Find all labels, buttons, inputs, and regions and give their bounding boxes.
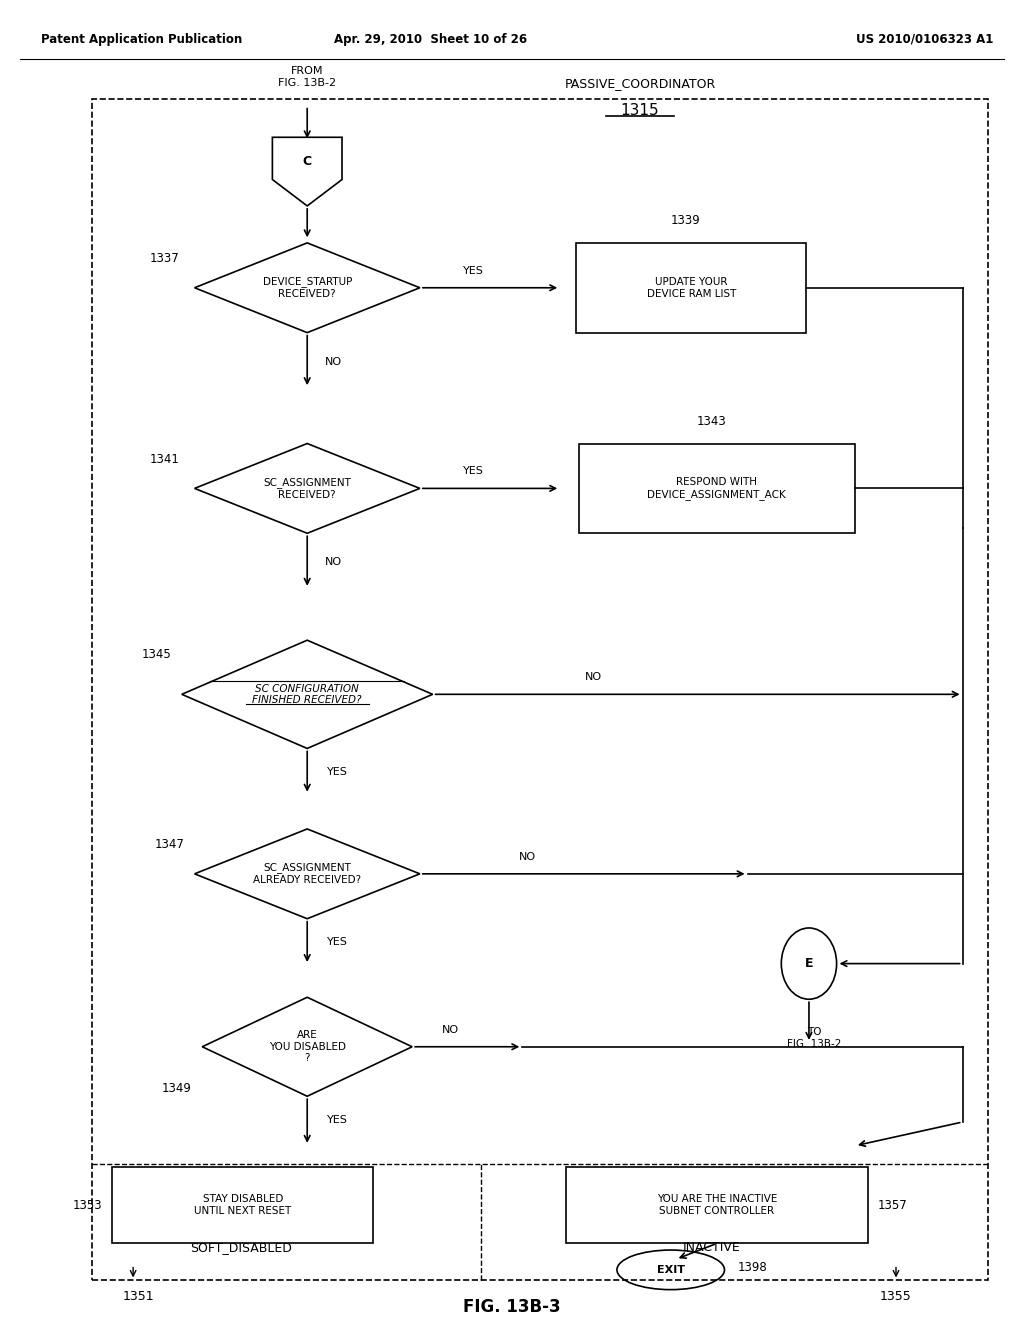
Text: SC_ASSIGNMENT
ALREADY RECEIVED?: SC_ASSIGNMENT ALREADY RECEIVED?: [253, 862, 361, 886]
Text: 1339: 1339: [671, 214, 700, 227]
Text: FROM
FIG. 13B-2: FROM FIG. 13B-2: [279, 66, 336, 87]
Text: DEVICE_STARTUP
RECEIVED?: DEVICE_STARTUP RECEIVED?: [262, 276, 352, 300]
Text: YOU ARE THE INACTIVE
SUBNET CONTROLLER: YOU ARE THE INACTIVE SUBNET CONTROLLER: [656, 1195, 777, 1216]
Text: SOFT_DISABLED: SOFT_DISABLED: [189, 1241, 292, 1254]
Text: EXIT: EXIT: [656, 1265, 685, 1275]
Text: STAY DISABLED
UNTIL NEXT RESET: STAY DISABLED UNTIL NEXT RESET: [195, 1195, 291, 1216]
Text: NO: NO: [326, 557, 342, 568]
Text: YES: YES: [328, 1115, 348, 1125]
Text: ARE
YOU DISABLED
?: ARE YOU DISABLED ?: [268, 1030, 346, 1064]
Text: YES: YES: [463, 466, 483, 477]
Text: NO: NO: [442, 1024, 459, 1035]
Text: INACTIVE: INACTIVE: [683, 1241, 740, 1254]
Text: YES: YES: [328, 767, 348, 777]
Text: 1341: 1341: [150, 453, 179, 466]
Text: UPDATE YOUR
DEVICE RAM LIST: UPDATE YOUR DEVICE RAM LIST: [646, 277, 736, 298]
Text: 1349: 1349: [162, 1082, 193, 1096]
Text: 1351: 1351: [123, 1290, 154, 1303]
Text: 1337: 1337: [150, 252, 179, 265]
Text: E: E: [805, 957, 813, 970]
Text: C: C: [303, 154, 311, 168]
Text: 1353: 1353: [73, 1199, 101, 1212]
Text: PASSIVE_COORDINATOR: PASSIVE_COORDINATOR: [564, 77, 716, 90]
Text: 1343: 1343: [696, 414, 726, 428]
Text: YES: YES: [463, 265, 483, 276]
Text: SC CONFIGURATION
FINISHED RECEIVED?: SC CONFIGURATION FINISHED RECEIVED?: [253, 684, 361, 705]
Text: FIG. 13B-3: FIG. 13B-3: [463, 1298, 561, 1316]
Text: 1347: 1347: [155, 838, 184, 851]
Text: 1398: 1398: [737, 1261, 767, 1274]
Text: NO: NO: [586, 672, 602, 682]
Text: Patent Application Publication: Patent Application Publication: [41, 33, 243, 46]
Text: 1315: 1315: [621, 103, 659, 117]
Text: US 2010/0106323 A1: US 2010/0106323 A1: [856, 33, 993, 46]
Text: TO
FIG. 13B-2: TO FIG. 13B-2: [786, 1027, 842, 1048]
Text: YES: YES: [328, 937, 348, 948]
Text: Apr. 29, 2010  Sheet 10 of 26: Apr. 29, 2010 Sheet 10 of 26: [334, 33, 526, 46]
Text: SC_ASSIGNMENT
RECEIVED?: SC_ASSIGNMENT RECEIVED?: [263, 477, 351, 500]
Text: NO: NO: [519, 851, 536, 862]
Text: RESPOND WITH
DEVICE_ASSIGNMENT_ACK: RESPOND WITH DEVICE_ASSIGNMENT_ACK: [647, 477, 786, 500]
Text: 1345: 1345: [141, 648, 171, 661]
Text: 1357: 1357: [878, 1199, 908, 1212]
Text: 1355: 1355: [880, 1290, 912, 1303]
Text: NO: NO: [326, 356, 342, 367]
